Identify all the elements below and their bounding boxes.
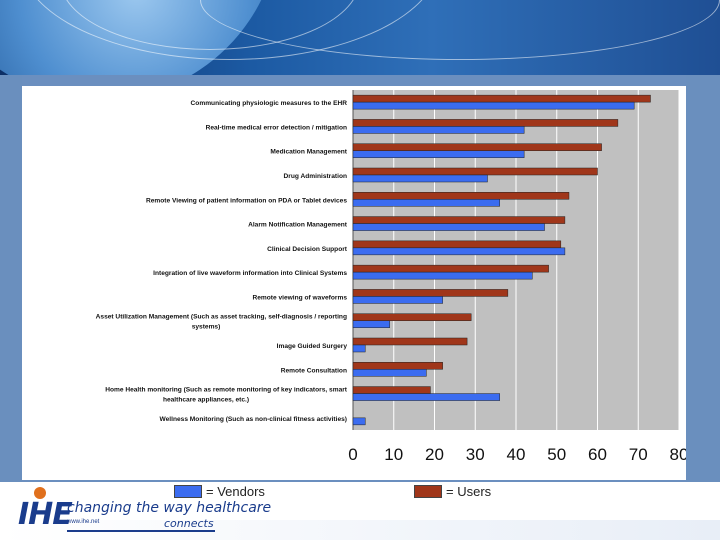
bar-vendors xyxy=(352,296,443,304)
bar-users xyxy=(352,94,651,103)
bar-vendors xyxy=(352,150,525,158)
category-label: Communicating physiologic measures to th… xyxy=(191,100,348,107)
category-label: Asset Utilization Management (Such as as… xyxy=(96,314,347,321)
category-label: Image Guided Surgery xyxy=(277,343,348,350)
chart-panel: 0 10 20 30 40 50 60 70 80 Communicating physiolog… xyxy=(22,86,688,480)
category-label: systems) xyxy=(192,324,221,331)
bar-vendors xyxy=(352,223,545,231)
bar-vendors xyxy=(352,417,366,426)
bar-users xyxy=(352,167,598,176)
bar-vendors xyxy=(352,101,635,110)
bar-vendors xyxy=(352,320,390,328)
bar-vendors xyxy=(352,247,566,256)
bar-vendors xyxy=(352,369,427,377)
footer-band xyxy=(0,520,720,540)
category-label: Integration of live waveform information… xyxy=(153,270,347,277)
x-tick-label: 70 xyxy=(629,445,648,464)
x-tick-label: 40 xyxy=(507,445,526,464)
logo-connects: connects xyxy=(164,517,214,530)
category-label: Alarm Notification Management xyxy=(248,222,348,229)
x-tick-label: 10 xyxy=(384,445,403,464)
category-label: Remote viewing of waveforms xyxy=(252,294,347,301)
category-label: Home Health monitoring (Such as remote m… xyxy=(105,387,348,394)
category-label: Real-time medical error detection / miti… xyxy=(206,124,347,131)
legend-vendors-label: = Vendors xyxy=(206,484,265,499)
category-label: Remote Viewing of patient information on… xyxy=(146,197,347,204)
logo-underline xyxy=(67,530,215,532)
bar-vendors xyxy=(352,174,488,183)
logo-star-icon xyxy=(34,487,46,499)
x-tick-label: 50 xyxy=(547,445,566,464)
left-margin xyxy=(0,75,22,485)
bar-vendors xyxy=(352,126,525,134)
bar-users xyxy=(352,337,468,346)
bar-users xyxy=(352,240,562,249)
bar-users xyxy=(352,362,443,370)
bar-users xyxy=(352,143,602,151)
legend-users-swatch xyxy=(414,485,442,498)
header-banner xyxy=(0,0,720,75)
category-label: Wellness Monitoring (Such as non-clinica… xyxy=(160,416,347,423)
bar-users xyxy=(352,386,431,394)
bar-vendors xyxy=(352,344,366,353)
category-label: Drug Administration xyxy=(284,173,348,180)
bar-users xyxy=(352,313,472,321)
x-tick-label: 30 xyxy=(466,445,485,464)
legend-vendors-swatch xyxy=(174,485,202,498)
x-tick-label: 60 xyxy=(588,445,607,464)
bar-users xyxy=(352,119,619,127)
right-margin xyxy=(686,75,720,485)
category-label: Clinical Decision Support xyxy=(267,246,348,253)
bar-vendors xyxy=(352,199,500,207)
bar-users xyxy=(352,289,509,297)
bar-chart: 0 10 20 30 40 50 60 70 80 Communicating physiolog… xyxy=(96,90,688,464)
bar-users xyxy=(352,192,570,200)
bar-users xyxy=(352,216,566,224)
category-label: healthcare appliances, etc.) xyxy=(163,397,249,404)
x-tick-label: 20 xyxy=(425,445,444,464)
bar-vendors xyxy=(352,271,533,280)
ihe-logo: IHE xyxy=(18,497,73,532)
category-label: Medication Management xyxy=(270,149,347,156)
x-tick-label: 0 xyxy=(348,445,357,464)
logo-tagline: changing the way healthcare xyxy=(67,500,272,516)
x-tick-label: 80 xyxy=(670,445,686,464)
bar-vendors xyxy=(352,393,500,401)
category-label: Remote Consultation xyxy=(281,367,347,374)
bar-users xyxy=(352,264,549,273)
legend-users-label: = Users xyxy=(446,484,492,499)
logo-url: www.ihe.net xyxy=(67,519,100,525)
